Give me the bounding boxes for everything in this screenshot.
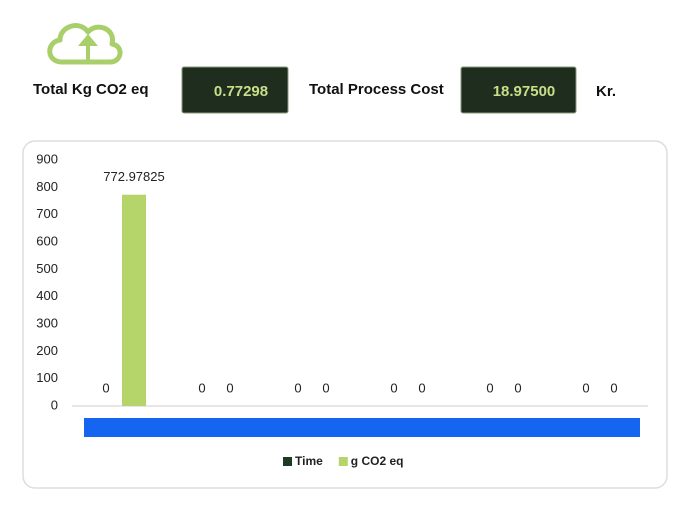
y-tick-label: 800	[36, 179, 58, 194]
data-label: 0	[198, 380, 205, 395]
co2-label: Total Kg CO2 eq	[33, 81, 149, 98]
legend-label: Time	[295, 454, 323, 468]
y-tick-label: 600	[36, 233, 58, 248]
legend-swatch	[283, 457, 292, 466]
y-tick-label: 100	[36, 370, 58, 385]
upload-icon	[47, 23, 123, 65]
data-label: 772.97825	[103, 169, 164, 184]
data-label: 0	[294, 380, 301, 395]
legend-label: g CO2 eq	[351, 454, 404, 468]
data-label: 0	[486, 380, 493, 395]
data-label: 0	[418, 380, 425, 395]
y-tick-label: 700	[36, 206, 58, 221]
co2-value: 0.77298	[214, 83, 268, 100]
axis-band	[84, 418, 640, 437]
cost-value: 18.97500	[493, 83, 556, 100]
data-label: 0	[226, 380, 233, 395]
bar	[122, 194, 146, 406]
data-label: 0	[582, 380, 589, 395]
data-label: 0	[514, 380, 521, 395]
y-tick-label: 300	[36, 315, 58, 330]
legend-swatch	[338, 457, 348, 466]
cost-box	[460, 66, 577, 114]
chart-card	[22, 140, 668, 489]
data-label: 0	[322, 380, 329, 395]
cost-label: Total Process Cost	[309, 81, 444, 98]
y-tick-label: 500	[36, 261, 58, 276]
y-tick-label: 900	[36, 151, 58, 166]
co2-box	[181, 66, 289, 114]
data-label: 0	[102, 380, 109, 395]
y-tick-label: 200	[36, 343, 58, 358]
y-tick-label: 0	[51, 397, 58, 412]
data-label: 0	[390, 380, 397, 395]
y-tick-label: 400	[36, 288, 58, 303]
data-label: 0	[610, 380, 617, 395]
cost-unit: Kr.	[596, 83, 616, 100]
chart: 0 100 200 300 400 500 600 700 800 900 0 0 0 0 0 0 772.97…	[36, 151, 648, 468]
